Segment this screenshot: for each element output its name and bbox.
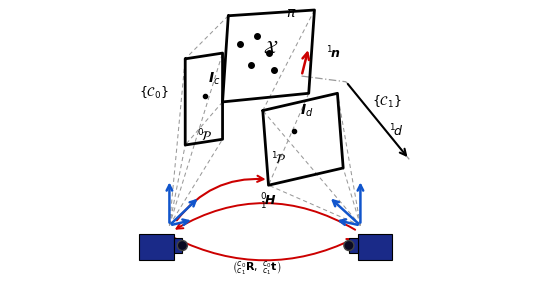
Polygon shape (349, 238, 357, 253)
FancyArrowPatch shape (175, 238, 353, 260)
Text: $\{\mathcal{C}_1\}$: $\{\mathcal{C}_1\}$ (372, 94, 402, 110)
Polygon shape (357, 234, 392, 260)
Polygon shape (139, 234, 174, 260)
Text: $\{\mathcal{C}_0\}$: $\{\mathcal{C}_0\}$ (139, 85, 169, 101)
Polygon shape (174, 238, 183, 253)
FancyArrowPatch shape (177, 176, 263, 220)
Circle shape (344, 240, 354, 251)
Text: $^1\!d$: $^1\!d$ (389, 122, 403, 139)
Text: $\pi$: $\pi$ (286, 6, 296, 20)
Text: $\left({}^{c_0}_{c_1}\mathbf{R},\;{}^{c_0}_{c_1}\mathbf{t}\right)$: $\left({}^{c_0}_{c_1}\mathbf{R},\;{}^{c_… (232, 260, 282, 278)
Text: $\mathcal{X}$: $\mathcal{X}$ (263, 38, 278, 56)
Text: $^1\!\boldsymbol{n}$: $^1\!\boldsymbol{n}$ (326, 45, 340, 61)
Text: $^1\!\mathcal{P}$: $^1\!\mathcal{P}$ (272, 151, 286, 168)
Text: $\boldsymbol{I}_c$: $\boldsymbol{I}_c$ (208, 71, 221, 87)
Text: $^0\!\mathcal{P}$: $^0\!\mathcal{P}$ (197, 128, 212, 145)
Circle shape (178, 240, 188, 251)
Text: $^0_1\!\boldsymbol{H}$: $^0_1\!\boldsymbol{H}$ (260, 192, 277, 213)
Text: $\boldsymbol{I}_d$: $\boldsymbol{I}_d$ (300, 102, 314, 119)
FancyArrowPatch shape (176, 203, 355, 230)
